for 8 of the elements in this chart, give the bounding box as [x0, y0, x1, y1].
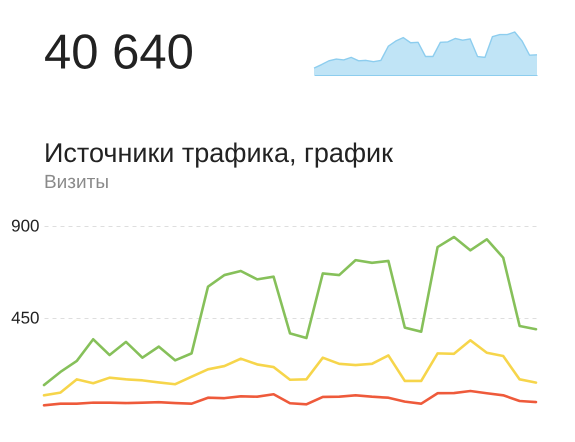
line-series — [42, 236, 538, 386]
text: 40 640 — [44, 26, 194, 80]
line-series — [42, 338, 538, 397]
line-series — [42, 390, 538, 407]
chart-subtitle: Визиты — [44, 172, 109, 193]
chart-title: Источники трафика, график — [44, 138, 394, 168]
y-tick-label: 450 — [11, 308, 40, 328]
y-tick-label: 900 — [11, 216, 40, 236]
